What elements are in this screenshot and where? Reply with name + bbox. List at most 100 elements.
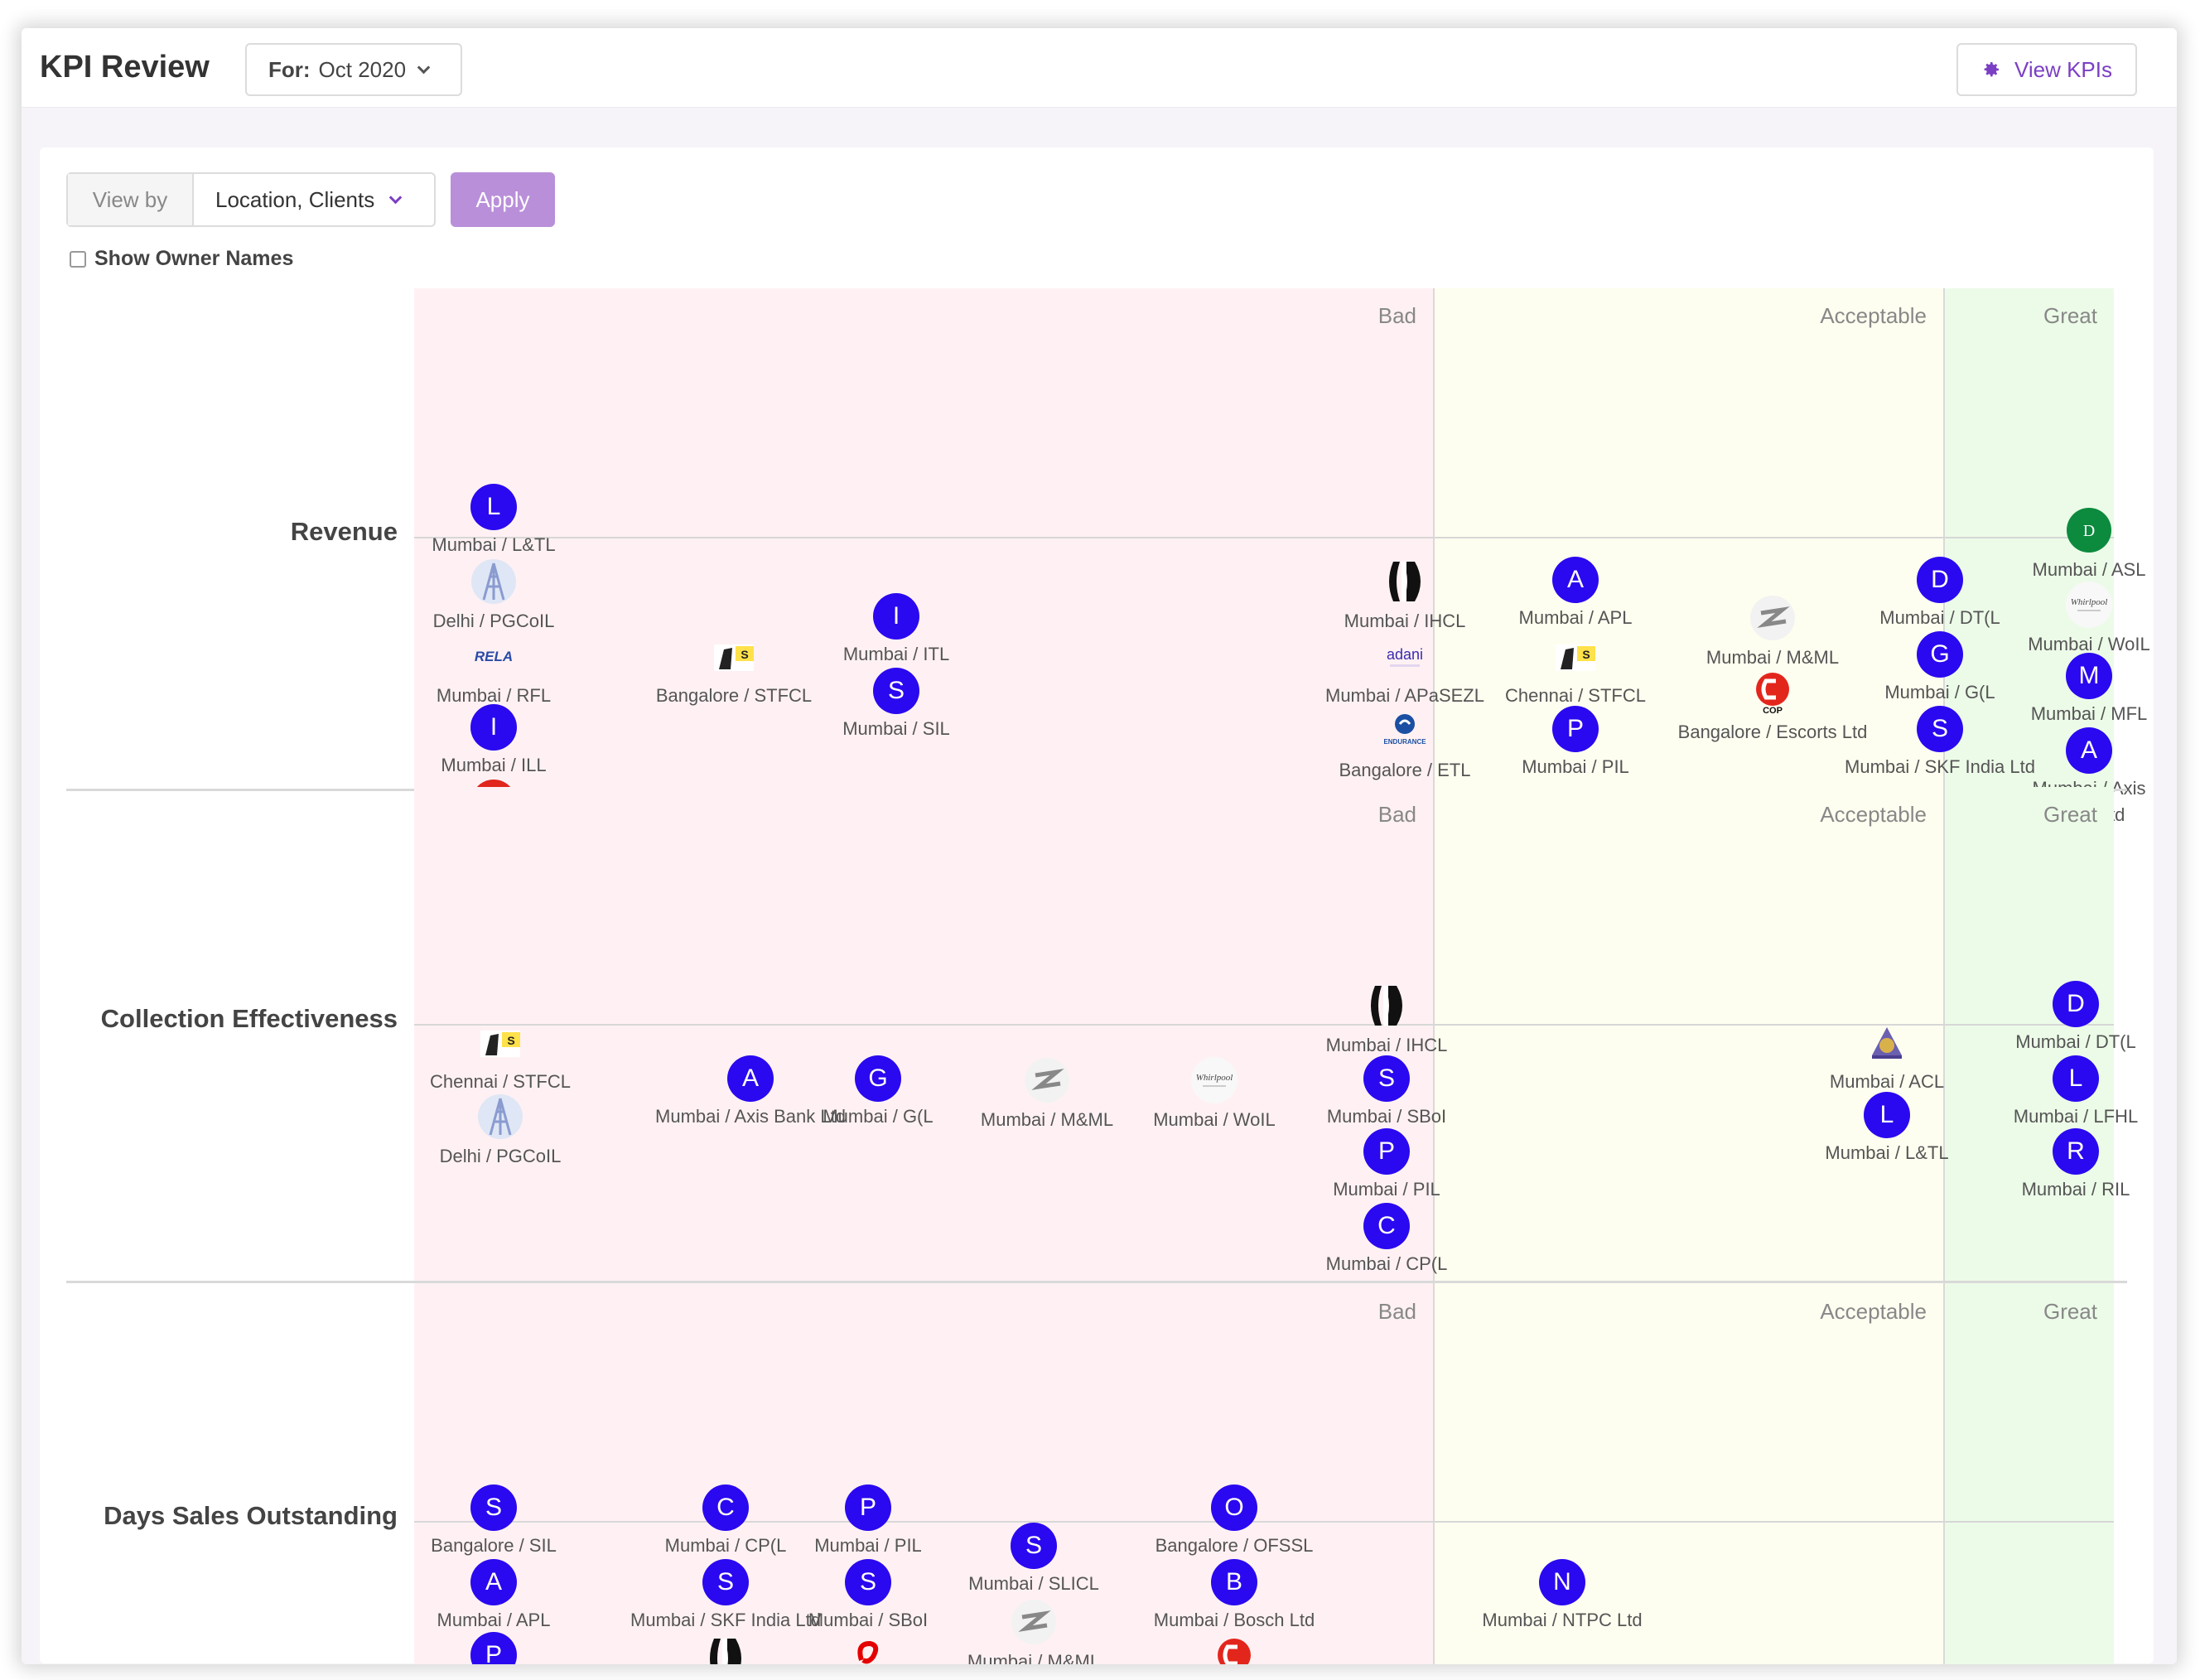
client-avatar[interactable]: B	[1211, 1559, 1257, 1605]
client-marker[interactable]: ENDURANCE Bangalore / ETL	[1305, 706, 1504, 784]
show-owner-names-checkbox[interactable]: Show Owner Names	[70, 247, 293, 271]
mahindra-logo[interactable]	[1009, 1597, 1059, 1647]
view-by-value[interactable]: Location, Clients	[194, 174, 434, 225]
client-marker[interactable]: D Mumbai / DT(L	[1976, 981, 2175, 1055]
client-marker[interactable]: S Chennai / STFCL	[1476, 631, 1675, 709]
adani-logo[interactable]: adani	[1380, 631, 1430, 681]
client-marker[interactable]: D Mumbai / DT(L	[1841, 557, 2039, 631]
ihcl-logo[interactable]	[701, 1634, 750, 1664]
client-marker[interactable]: C Mumbai / CP(L	[626, 1484, 825, 1559]
client-avatar[interactable]: M	[2066, 653, 2112, 699]
client-marker[interactable]: RELA Mumbai / RFL	[394, 631, 593, 709]
client-marker[interactable]: Mumbai / IHCL	[626, 1634, 825, 1664]
client-avatar[interactable]: S	[873, 668, 919, 714]
client-marker[interactable]: Delhi / PGCoIL	[401, 1092, 600, 1170]
client-marker[interactable]: C Mumbai / CP(L	[1287, 1203, 1486, 1277]
whirlpool-logo[interactable]: Whirlpool	[1189, 1055, 1239, 1105]
mahindra-logo[interactable]	[1748, 593, 1797, 643]
client-avatar[interactable]: A	[727, 1055, 774, 1102]
client-marker[interactable]: A Mumbai / APL	[394, 1559, 593, 1634]
client-marker[interactable]: Mumbai / M&ML	[934, 1597, 1133, 1664]
client-marker[interactable]: adani Mumbai / APaSEZL	[1305, 631, 1504, 709]
client-marker[interactable]: S Chennai / STFCL	[401, 1017, 600, 1095]
client-marker[interactable]: Mumbai / IHCL	[1305, 557, 1504, 635]
client-marker[interactable]: P Mumbai / PIL	[769, 1484, 967, 1559]
client-marker[interactable]: Mumbai / M&ML	[1673, 593, 1872, 671]
shriram-logo[interactable]: S	[1551, 631, 1600, 681]
client-marker[interactable]: A Mumbai / Axis Bank Ltd	[651, 1055, 850, 1130]
client-marker[interactable]: G Mumbai / G(L	[1841, 631, 2039, 706]
client-avatar[interactable]: A	[2066, 727, 2112, 774]
mahindra-logo[interactable]	[1022, 1055, 1072, 1105]
client-marker[interactable]: S Mumbai / SKF India Ltd	[626, 1559, 825, 1634]
client-marker[interactable]: L Mumbai / L&TL	[394, 484, 593, 558]
period-select[interactable]: For: Oct 2020	[245, 43, 462, 96]
client-avatar[interactable]: S	[1363, 1055, 1410, 1102]
client-marker[interactable]: Delhi / PGCoIL	[394, 557, 593, 635]
client-avatar[interactable]: P	[1552, 706, 1599, 752]
client-avatar[interactable]: P	[845, 1484, 891, 1531]
client-marker[interactable]: Mumbai / M&ML	[948, 1055, 1146, 1133]
client-marker[interactable]: D Mumbai / ASL	[1990, 505, 2177, 583]
escorts-logo[interactable]: COP	[1748, 668, 1797, 717]
client-avatar[interactable]: O	[1211, 1484, 1257, 1531]
client-marker[interactable]: S Mumbai / SKF India Ltd	[1841, 706, 2039, 780]
client-marker[interactable]: O Bangalore / OFSSL	[1135, 1484, 1334, 1559]
client-marker[interactable]: I Mumbai / ILL	[394, 704, 593, 779]
client-avatar[interactable]: D	[2053, 981, 2099, 1027]
client-marker[interactable]: G Mumbai / G(L	[779, 1055, 977, 1130]
client-marker[interactable]: R Mumbai / RIL	[1976, 1128, 2175, 1203]
client-marker[interactable]: L Mumbai / LFHL	[1976, 1055, 2175, 1130]
client-avatar[interactable]: G	[855, 1055, 901, 1102]
client-marker[interactable]: B Mumbai / Bosch Ltd	[1135, 1559, 1334, 1634]
pgcil-tower-logo[interactable]	[469, 557, 519, 606]
client-avatar[interactable]: P	[1363, 1128, 1410, 1175]
client-avatar[interactable]: P	[470, 1632, 517, 1664]
client-marker[interactable]: M Mumbai / MFL	[1990, 653, 2177, 727]
pgcil-tower-logo[interactable]	[475, 1092, 525, 1142]
client-avatar[interactable]: L	[1864, 1092, 1910, 1138]
client-avatar[interactable]: I	[470, 704, 517, 751]
client-avatar[interactable]: A	[470, 1559, 517, 1605]
client-avatar[interactable]: A	[1552, 557, 1599, 603]
client-avatar[interactable]: S	[702, 1559, 749, 1605]
client-marker[interactable]: Whirlpool Mumbai / WoIL	[1990, 580, 2177, 658]
whirlpool-logo[interactable]: Whirlpool	[2064, 580, 2114, 630]
client-avatar[interactable]: C	[702, 1484, 749, 1531]
client-marker[interactable]: Mumbai / IHCL	[1287, 981, 1486, 1059]
client-marker[interactable]: S Bangalore / STFCL	[634, 631, 833, 709]
client-marker[interactable]: P Mumbai / PIL	[1287, 1128, 1486, 1203]
client-avatar[interactable]: D	[1917, 557, 1963, 603]
client-avatar[interactable]: S	[1011, 1523, 1057, 1569]
client-avatar[interactable]: S	[1917, 706, 1963, 752]
checkbox-box[interactable]	[70, 250, 86, 268]
client-avatar[interactable]: I	[873, 593, 919, 640]
client-avatar[interactable]: S	[845, 1559, 891, 1605]
client-marker[interactable]: airtelBangalore / BAL	[769, 1634, 967, 1664]
escorts-logo[interactable]: COP	[1209, 1634, 1259, 1664]
client-marker[interactable]: A Mumbai / APL	[1476, 557, 1675, 631]
client-marker[interactable]: S Mumbai / SBoI	[1287, 1055, 1486, 1130]
client-marker[interactable]: I Mumbai / ITL	[797, 593, 996, 668]
acl-logo[interactable]	[1862, 1017, 1912, 1067]
view-kpis-button[interactable]: View KPIs	[1956, 43, 2137, 96]
ihcl-logo[interactable]	[1362, 981, 1411, 1031]
dalmia-logo[interactable]: D	[2064, 505, 2114, 555]
client-marker[interactable]: Whirlpool Mumbai / WoIL	[1115, 1055, 1314, 1133]
client-avatar[interactable]: R	[2053, 1128, 2099, 1175]
airtel-logo[interactable]: airtel	[843, 1634, 893, 1664]
client-avatar[interactable]: C	[1363, 1203, 1410, 1249]
client-avatar[interactable]: L	[2053, 1055, 2099, 1102]
endurance-logo[interactable]: ENDURANCE	[1380, 706, 1430, 756]
ihcl-logo[interactable]	[1380, 557, 1430, 606]
client-avatar[interactable]: S	[470, 1484, 517, 1531]
client-marker[interactable]: L Mumbai / L&TL	[1788, 1092, 1986, 1166]
client-marker[interactable]: S Mumbai / SIL	[797, 668, 996, 742]
shriram-logo[interactable]: S	[475, 1017, 525, 1067]
reliance-logo[interactable]: RELA	[469, 631, 519, 681]
client-marker[interactable]: P Mumbai / PIL	[1476, 706, 1675, 780]
client-marker[interactable]: Mumbai / ACL	[1788, 1017, 1986, 1095]
